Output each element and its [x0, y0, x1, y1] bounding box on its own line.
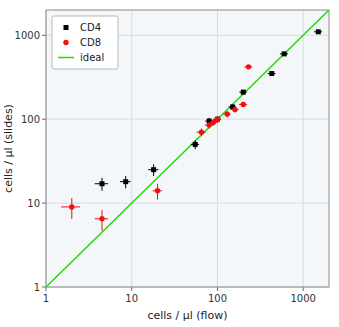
legend-swatch — [63, 40, 68, 45]
tick-y — [42, 287, 46, 288]
point — [246, 64, 251, 69]
tick-label-x: 10 — [125, 293, 138, 304]
grid-line-x — [131, 10, 132, 287]
plot-frame — [46, 10, 329, 287]
plot-background — [46, 10, 329, 287]
point — [151, 167, 156, 172]
grid-line-y — [46, 203, 329, 204]
tick-label-x: 1000 — [290, 293, 315, 304]
point — [193, 142, 198, 147]
point — [69, 204, 74, 209]
point — [225, 111, 230, 116]
point — [282, 51, 287, 56]
point — [241, 90, 246, 95]
chart: 1 10 100 1000 1 10 100 1000 cells / µl (flow) cel… — [0, 0, 339, 327]
tick-x — [46, 287, 47, 291]
tick-label-x: 1 — [43, 293, 49, 304]
x-axis-label: cells / µl (flow) — [147, 309, 227, 322]
tick-label-x: 100 — [208, 293, 227, 304]
tick-y — [42, 119, 46, 120]
tick-x — [303, 287, 304, 291]
tick-label-y: 100 — [21, 114, 40, 125]
point — [155, 188, 160, 193]
grid-line-x — [303, 10, 304, 287]
tick-label-y: 1000 — [15, 30, 40, 41]
grid-line-x — [217, 10, 218, 287]
points — [61, 29, 322, 230]
point — [99, 216, 104, 221]
legend-label: CD4 — [80, 22, 101, 33]
point — [199, 129, 204, 134]
legend-box — [52, 16, 118, 69]
ideal-line — [46, 10, 329, 287]
tick-y — [42, 203, 46, 204]
tick-y — [42, 35, 46, 36]
point — [100, 181, 105, 186]
lines — [46, 10, 329, 287]
tick-x — [131, 287, 132, 291]
legend: CD4 CD8 ideal — [52, 16, 118, 69]
point — [215, 117, 220, 122]
legend-swatch — [64, 25, 69, 30]
legend-label: ideal — [80, 52, 104, 63]
tick-label-y: 1 — [34, 282, 40, 293]
grid — [46, 10, 329, 287]
legend-label: CD8 — [80, 37, 101, 48]
tick-label-y: 10 — [27, 198, 40, 209]
point — [316, 29, 321, 34]
point — [123, 179, 128, 184]
point — [215, 116, 220, 121]
y-axis-label: cells / µl (slides) — [2, 104, 15, 193]
data — [46, 10, 329, 287]
legend-swatch — [58, 57, 74, 59]
tick-x — [217, 287, 218, 291]
point — [232, 107, 237, 112]
point — [241, 102, 246, 107]
ticks: 1 10 100 1000 1 10 100 1000 — [15, 30, 316, 304]
grid-line-y — [46, 119, 329, 120]
point — [269, 71, 274, 76]
